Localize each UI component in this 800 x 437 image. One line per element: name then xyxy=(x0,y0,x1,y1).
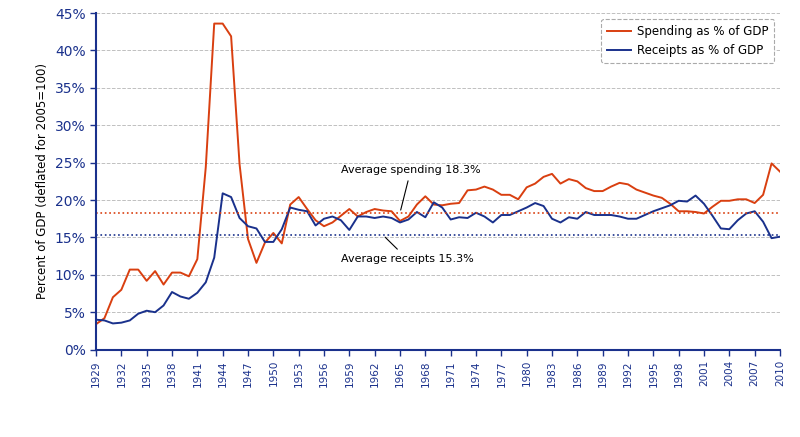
Receipts as % of GDP xyxy=(657,206,666,211)
Receipts as % of GDP xyxy=(269,239,278,245)
Spending as % of GDP xyxy=(286,202,295,207)
Spending as % of GDP xyxy=(632,187,642,192)
Text: Average receipts 15.3%: Average receipts 15.3% xyxy=(341,237,474,264)
Receipts as % of GDP xyxy=(108,321,118,326)
Spending as % of GDP xyxy=(91,322,101,327)
Spending as % of GDP xyxy=(260,240,270,245)
Line: Spending as % of GDP: Spending as % of GDP xyxy=(96,24,780,324)
Text: Average spending 18.3%: Average spending 18.3% xyxy=(341,165,481,210)
Receipts as % of GDP xyxy=(775,234,785,239)
Legend: Spending as % of GDP, Receipts as % of GDP: Spending as % of GDP, Receipts as % of G… xyxy=(602,19,774,63)
Receipts as % of GDP xyxy=(429,200,438,205)
Line: Receipts as % of GDP: Receipts as % of GDP xyxy=(96,193,780,323)
Spending as % of GDP xyxy=(649,193,658,198)
Receipts as % of GDP xyxy=(302,208,312,214)
Receipts as % of GDP xyxy=(294,207,303,212)
Spending as % of GDP xyxy=(775,169,785,174)
Spending as % of GDP xyxy=(294,194,303,200)
Spending as % of GDP xyxy=(210,21,219,26)
Y-axis label: Percent of GDP (deflated for 2005=100): Percent of GDP (deflated for 2005=100) xyxy=(36,63,50,299)
Receipts as % of GDP xyxy=(640,212,650,218)
Spending as % of GDP xyxy=(421,194,430,199)
Receipts as % of GDP xyxy=(218,191,227,196)
Receipts as % of GDP xyxy=(91,317,101,323)
